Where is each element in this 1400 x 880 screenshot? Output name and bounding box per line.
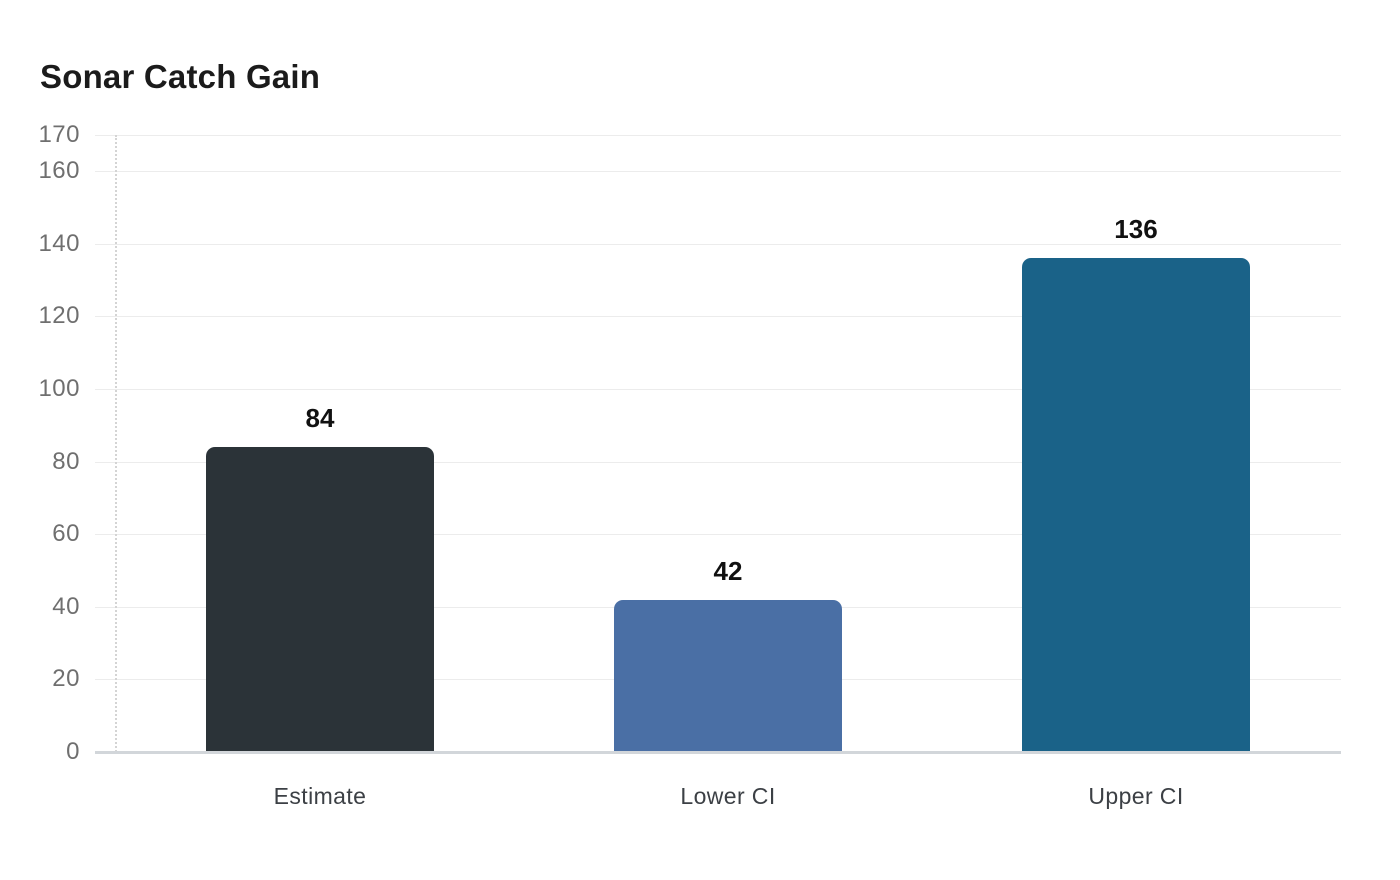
- gridline: [95, 244, 1341, 245]
- bar-lower-ci[interactable]: [614, 600, 842, 753]
- y-axis-tick-label: 120: [38, 302, 80, 329]
- y-axis-tick-label: 160: [38, 157, 80, 184]
- y-axis-tick-label: 40: [52, 593, 80, 620]
- x-axis-category-label: Lower CI: [680, 783, 776, 809]
- x-axis-category-label: Upper CI: [1088, 783, 1184, 809]
- bar-value-label: 42: [713, 556, 743, 586]
- bar-estimate[interactable]: [206, 447, 434, 753]
- y-axis-tick-label: 100: [38, 375, 80, 402]
- gridline: [95, 389, 1341, 390]
- gridline: [95, 171, 1341, 172]
- y-axis-tick-label: 80: [52, 448, 80, 475]
- gridline: [95, 135, 1341, 136]
- y-axis-line: [115, 135, 117, 752]
- x-axis-category-label: Estimate: [273, 783, 367, 809]
- bar-value-label: 136: [1114, 214, 1158, 244]
- gridline: [95, 534, 1341, 535]
- bar-upper-ci[interactable]: [1022, 258, 1250, 753]
- gridline: [95, 316, 1341, 317]
- bar-value-label: 84: [305, 403, 335, 433]
- y-axis-tick-label: 0: [66, 738, 80, 765]
- x-axis-line: [95, 751, 1341, 754]
- y-axis-tick-label: 170: [38, 121, 80, 148]
- y-axis-tick-label: 140: [38, 230, 80, 257]
- y-axis-tick-label: 60: [52, 520, 80, 547]
- chart-title: Sonar Catch Gain: [40, 58, 321, 95]
- gridline: [95, 462, 1341, 463]
- y-axis-tick-label: 20: [52, 665, 80, 692]
